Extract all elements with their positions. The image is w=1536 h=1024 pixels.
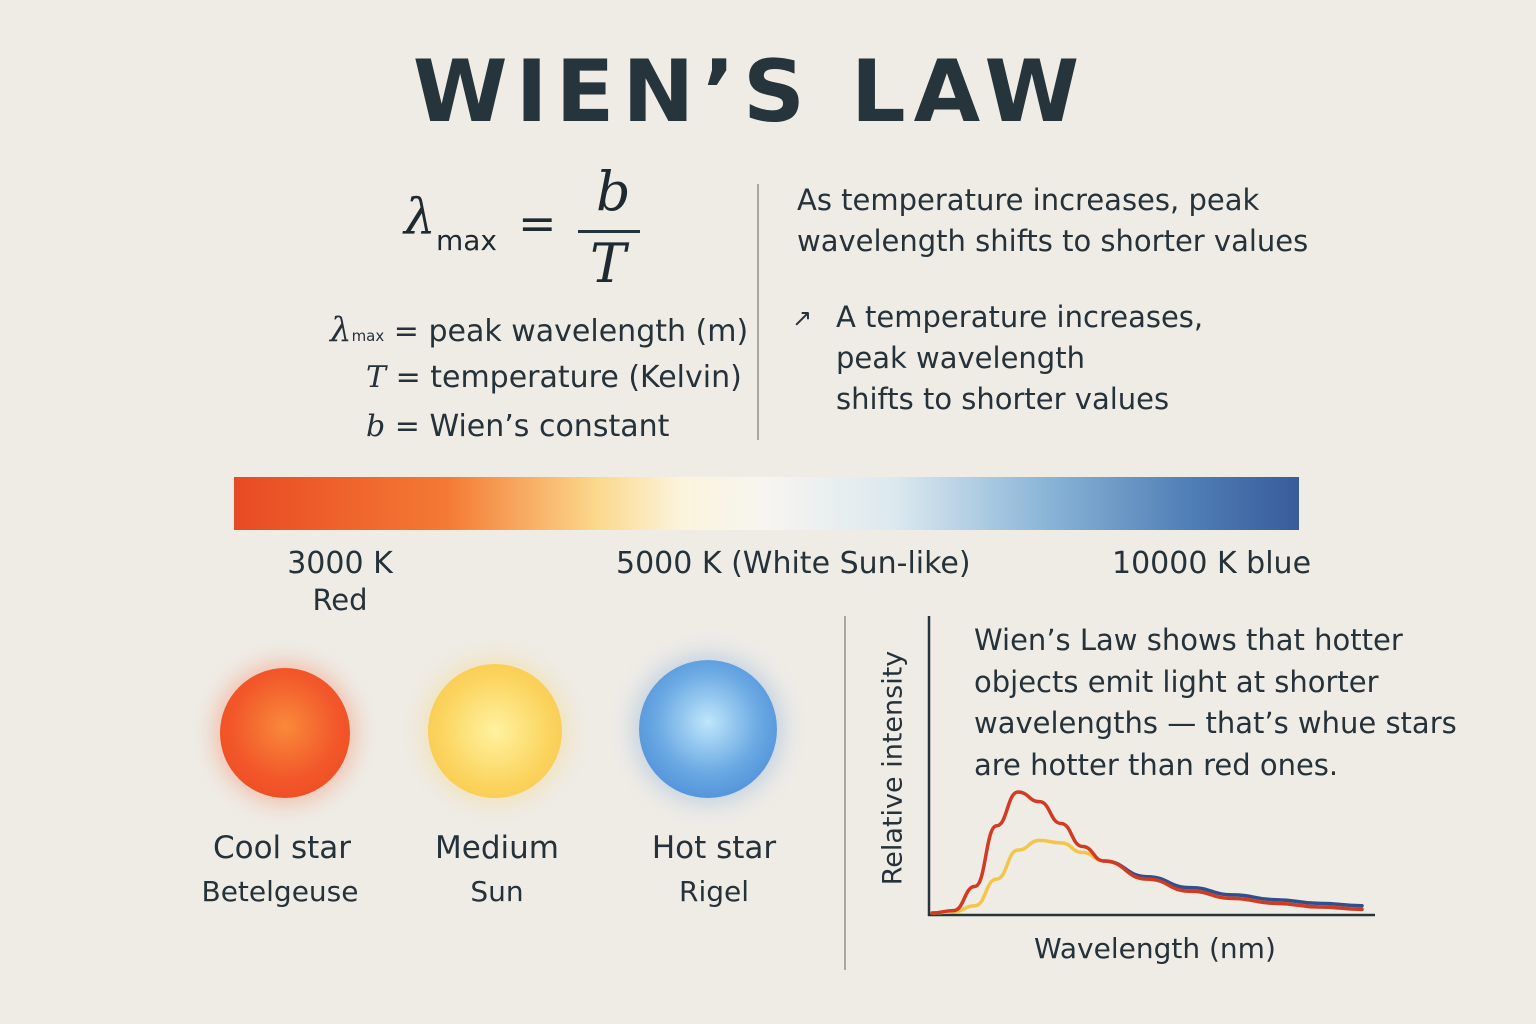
divider — [757, 184, 759, 440]
description-second: A temperature increases, peak wavelength… — [836, 297, 1203, 420]
series-group — [930, 790, 1364, 915]
description-top: As temperature increases, peak wavelengt… — [797, 180, 1308, 262]
formula-equals: = — [518, 196, 557, 250]
divider — [844, 616, 846, 970]
caption-line: Wien’s Law shows that hotter — [974, 623, 1403, 657]
definition-text: = Wien’s constant — [394, 409, 670, 444]
graph-caption: Wien’s Law shows that hotter objects emi… — [974, 620, 1494, 786]
definition-symbol: T — [366, 360, 387, 395]
definition-text: = temperature (Kelvin) — [395, 360, 742, 395]
definition-symbol: b — [366, 409, 386, 444]
description-line: wavelength shifts to shorter values — [797, 224, 1309, 258]
formula-denominator: T — [590, 232, 627, 295]
caption-line: are hotter than red ones. — [974, 747, 1339, 782]
formula-numerator: b — [596, 160, 631, 223]
description-line: A temperature increases, — [836, 300, 1204, 334]
cool-star-name: Betelgeuse — [201, 875, 359, 908]
temperature-color-bar — [234, 477, 1299, 530]
hot-star-name: Rigel — [678, 875, 749, 908]
cool-star-label: Cool star — [212, 830, 352, 866]
definition-symbol: λ — [330, 310, 352, 350]
definition-temperature: T = temperature (Kelvin) — [366, 360, 742, 395]
medium-star-circle — [428, 664, 562, 798]
caption-line: objects emit light at shorter — [974, 664, 1379, 699]
definition-subscript: max — [351, 327, 385, 345]
wien-formula: λ max = b T — [400, 160, 660, 295]
temp-label-3000: 3000 K Red — [240, 546, 440, 617]
description-line: shifts to shorter values — [836, 382, 1170, 416]
hot-star-circle — [639, 660, 777, 798]
arrow-icon: ↗ — [792, 304, 813, 332]
caption-line: wavelengths — that’s whue stars — [974, 706, 1457, 740]
x-axis-label: Wavelength (nm) — [1034, 932, 1276, 965]
description-line: peak wavelength — [836, 341, 1085, 375]
hot-star-label: Hot star — [651, 830, 777, 866]
series-line-0 — [930, 790, 1364, 915]
y-axis-label: Relative intensity — [877, 650, 909, 886]
temp-sub: Red — [312, 583, 368, 617]
page-title: WIEN’S LAW — [412, 42, 1088, 142]
series-line-2 — [1102, 859, 1364, 908]
definition-constant: b = Wien’s constant — [366, 409, 669, 444]
formula-lambda: λ — [404, 188, 436, 246]
definition-text: = peak wavelength (m) — [393, 314, 749, 349]
medium-star-name: Sun — [470, 875, 524, 908]
cool-star-circle — [220, 668, 350, 798]
medium-star-label: Medium — [435, 830, 559, 866]
definition-lambda: λmax = peak wavelength (m) — [330, 310, 748, 350]
fraction-bar — [578, 230, 640, 233]
description-line: As temperature increases, peak — [797, 183, 1260, 217]
formula-subscript: max — [436, 224, 498, 257]
temp-value: 3000 K — [287, 546, 393, 581]
temp-label-5000: 5000 K (White Sun-like) — [616, 546, 971, 581]
temp-label-10000: 10000 K blue — [1112, 546, 1312, 581]
